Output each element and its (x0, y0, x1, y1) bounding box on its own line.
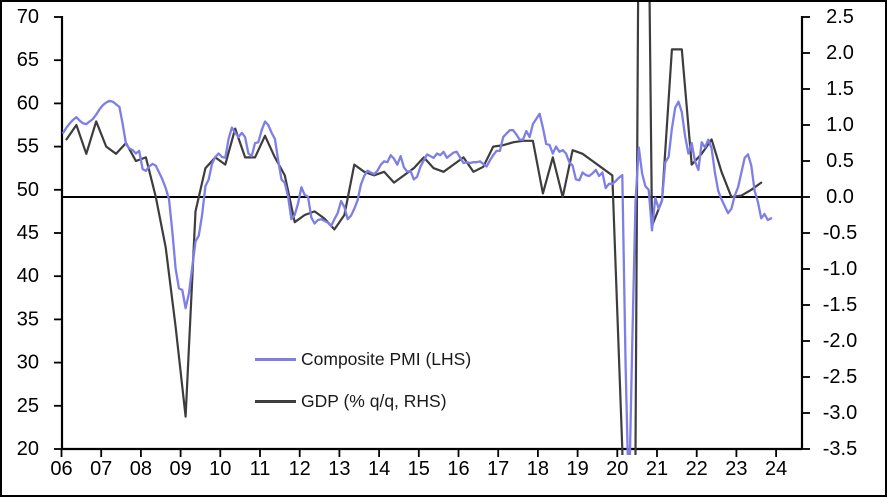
x-axis-tick-label: 24 (765, 458, 787, 480)
left-axis-tick-label: 60 (17, 92, 39, 114)
x-axis-tick-label: 16 (447, 458, 469, 480)
right-axis-tick-label: -1.5 (823, 294, 857, 316)
x-axis-tick-label: 15 (408, 458, 430, 480)
right-axis-tick-label: 1.5 (826, 78, 854, 100)
right-axis-tick-label: -0.5 (823, 222, 857, 244)
right-axis-tick-label: 0.5 (826, 150, 854, 172)
right-axis-tick-label: -3.5 (823, 438, 857, 460)
left-axis-tick-label: 20 (17, 438, 39, 460)
series-group (62, 2, 773, 455)
left-axis-tick-label: 50 (17, 179, 39, 201)
x-axis-tick-label: 14 (368, 458, 390, 480)
right-axis-tick-label: -3.0 (823, 402, 857, 424)
right-axis-tick-label: -2.5 (823, 366, 857, 388)
x-axis-tick-label: 08 (130, 458, 152, 480)
left-axis-tick-label: 45 (17, 222, 39, 244)
x-axis-tick-label: 09 (169, 458, 191, 480)
x-axis-tick-label: 23 (725, 458, 747, 480)
left-axis-tick-label: 70 (17, 6, 39, 28)
x-axis-tick-label: 21 (646, 458, 668, 480)
left-axis-tick-label: 55 (17, 136, 39, 158)
x-axis-tick-label: 13 (328, 458, 350, 480)
pmi-line-swatch (255, 358, 296, 361)
right-axis-tick-label: 2.0 (826, 42, 854, 64)
right-axis-tick-label: 1.0 (826, 114, 854, 136)
legend-item-gdp: GDP (% q/q, RHS) (255, 389, 471, 414)
x-axis-tick-label: 22 (686, 458, 708, 480)
x-axis-tick-label: 10 (209, 458, 231, 480)
right-axis-tick-label: 0.0 (826, 186, 854, 208)
right-axis-tick-label: 2.5 (826, 6, 854, 28)
legend-item-composite-pmi: Composite PMI (LHS) (255, 347, 471, 372)
x-axis-tick-label: 07 (90, 458, 112, 480)
x-axis-tick-label: 12 (289, 458, 311, 480)
x-axis-tick-label: 19 (566, 458, 588, 480)
pmi-legend-label: Composite PMI (LHS) (301, 349, 472, 369)
x-axis-tick-label: 11 (250, 458, 271, 480)
left-axis-tick-label: 65 (17, 49, 39, 71)
x-axis-tick-label: 20 (606, 458, 628, 480)
pmi-series-line (62, 99, 773, 455)
left-axis-tick-label: 35 (17, 308, 39, 330)
left-axis-tick-label: 25 (17, 395, 39, 417)
gdp-series-line (65, 2, 763, 455)
x-axis-tick-label: 06 (50, 458, 72, 480)
left-axis-tick-label: 30 (17, 352, 39, 374)
x-axis-tick-label: 18 (527, 458, 549, 480)
gdp-line-swatch (255, 400, 296, 403)
left-axis-tick-label: 40 (17, 265, 39, 287)
x-axis-tick-label: 17 (487, 458, 509, 480)
right-axis-tick-label: -2.0 (823, 330, 857, 352)
chart-legend: Composite PMI (LHS) GDP (% q/q, RHS) (255, 347, 471, 414)
right-axis-tick-label: -1.0 (823, 258, 857, 280)
gdp-legend-label: GDP (% q/q, RHS) (301, 391, 447, 411)
